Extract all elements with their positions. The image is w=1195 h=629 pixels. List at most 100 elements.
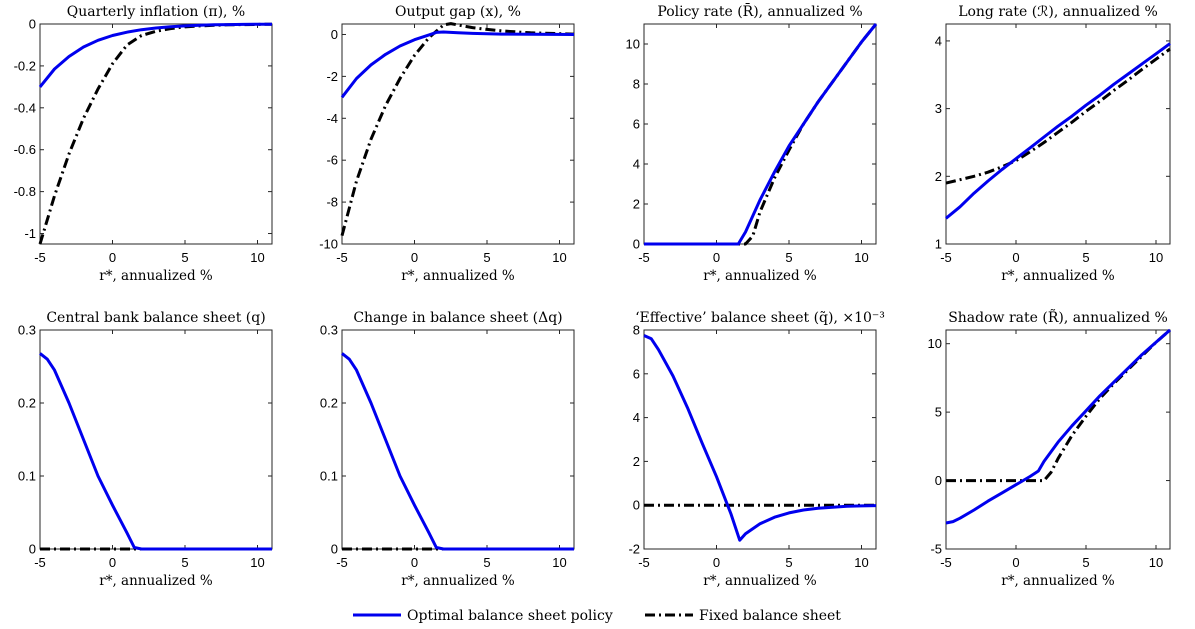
panel-2: Output gap (x), % r*, annualized % -5 0 5 10 0… [319, 4, 575, 284]
x-tick-label: 0 [109, 555, 116, 570]
panel-title: Policy rate (R̄), annualized % [657, 2, 862, 20]
panel-3: Policy rate (R̄), annualized % r*, annual… [626, 2, 878, 284]
y-tick-label: 2 [633, 454, 640, 469]
series-optimal-line [39, 352, 272, 551]
panel-title: Output gap (x), % [395, 4, 521, 20]
y-tick-label: -0.4 [14, 100, 36, 115]
panel-7: ‘Effective’ balance sheet (q̃), ×10⁻³ r*,… [628, 310, 884, 589]
panel-6: Change in balance sheet (Δq) r*, annualiz… [320, 310, 575, 589]
plot-frame [945, 23, 1171, 245]
x-tick-label: -5 [638, 555, 650, 570]
y-tick-label: 10 [626, 37, 640, 52]
x-tick-label: 5 [483, 250, 490, 265]
y-tick-label: 0 [633, 498, 640, 513]
y-tick-label: -0.2 [14, 58, 36, 73]
plot-frame [39, 329, 273, 550]
series-optimal-line [945, 328, 1171, 525]
y-tick-label: 5 [935, 405, 942, 420]
y-tick-label: -1 [24, 226, 36, 241]
y-tick-label: -10 [319, 237, 338, 252]
y-tick-label: 6 [633, 366, 640, 381]
panel-title: Shadow rate (R̃), annualized % [948, 308, 1168, 326]
series-optimal-line [340, 30, 575, 99]
y-tick-label: 0 [331, 542, 338, 557]
y-tick-label: 4 [633, 410, 640, 425]
plot-frame [643, 329, 877, 550]
y-tick-label: 0.1 [18, 469, 36, 484]
series-optimal-line [945, 42, 1171, 220]
x-tick-label: 5 [483, 555, 490, 570]
x-tick-label: 10 [1149, 555, 1163, 570]
plot-frame [945, 329, 1171, 550]
y-tick-label: -4 [326, 111, 338, 126]
y-tick-label: 2 [935, 169, 942, 184]
plot-frame [341, 329, 575, 550]
y-tick-label: -8 [326, 195, 338, 210]
x-axis-label: r*, annualized % [703, 573, 817, 589]
x-axis-label: r*, annualized % [703, 268, 817, 284]
y-tick-label: 6 [633, 117, 640, 132]
y-tick-label: 0.3 [18, 323, 36, 338]
x-tick-label: -5 [940, 555, 952, 570]
y-tick-label: 0.2 [320, 396, 338, 411]
x-axis-label: r*, annualized % [99, 268, 213, 284]
panel-title: Change in balance sheet (Δq) [353, 310, 562, 326]
y-tick-label: 0 [331, 27, 338, 42]
x-tick-label: -5 [336, 555, 348, 570]
x-tick-label: 5 [785, 250, 792, 265]
panel-5: Central bank balance sheet (q) r*, annual… [18, 310, 273, 589]
y-tick-label: 0.1 [320, 469, 338, 484]
plot-frame [39, 23, 273, 245]
x-tick-label: 5 [1082, 555, 1089, 570]
y-tick-label: 4 [935, 33, 942, 48]
legend: Optimal balance sheet policy Fixed balan… [353, 608, 841, 624]
y-tick-label: 0 [29, 542, 36, 557]
series-optimal-line [643, 334, 877, 542]
x-tick-label: 0 [109, 250, 116, 265]
x-tick-label: 10 [250, 555, 264, 570]
x-axis-label: r*, annualized % [1001, 268, 1115, 284]
x-tick-label: 0 [713, 250, 720, 265]
y-tick-label: 0.3 [320, 323, 338, 338]
panel-title: ‘Effective’ balance sheet (q̃), ×10⁻³ [635, 310, 885, 326]
x-tick-label: 0 [411, 250, 418, 265]
panel-title: Central bank balance sheet (q) [46, 310, 265, 326]
y-tick-label: 0 [935, 473, 942, 488]
y-tick-label: 10 [928, 336, 942, 351]
series-fixed-line [946, 328, 1171, 483]
panel-4: Long rate (ℛ), annualized % r*, annualize… [935, 4, 1171, 284]
y-tick-label: -2 [628, 542, 640, 557]
y-tick-label: 0 [633, 237, 640, 252]
y-tick-label: -0.8 [14, 184, 36, 199]
x-tick-label: 10 [1149, 250, 1163, 265]
x-axis-label: r*, annualized % [401, 573, 515, 589]
x-tick-label: 10 [552, 250, 566, 265]
panel-1: Quarterly inflation (π), % r*, annualized… [14, 4, 273, 284]
y-tick-label: 8 [633, 323, 640, 338]
y-tick-label: 3 [935, 101, 942, 116]
series-optimal-line [341, 352, 574, 551]
x-tick-label: 5 [1082, 250, 1089, 265]
x-tick-label: 0 [411, 555, 418, 570]
series-optimal-line [38, 22, 272, 88]
y-tick-label: -0.6 [14, 142, 36, 157]
x-tick-label: 0 [713, 555, 720, 570]
series-fixed-line [340, 22, 575, 236]
x-tick-label: -5 [336, 250, 348, 265]
series-fixed-line [945, 47, 1171, 185]
x-tick-label: 5 [181, 555, 188, 570]
x-axis-label: r*, annualized % [401, 268, 515, 284]
y-tick-label: 2 [633, 197, 640, 212]
x-tick-label: -5 [940, 250, 952, 265]
y-tick-label: 1 [935, 237, 942, 252]
x-tick-label: 5 [181, 250, 188, 265]
x-tick-label: 10 [854, 555, 868, 570]
y-tick-label: 0 [29, 17, 36, 32]
plot-frame [341, 23, 575, 245]
y-tick-label: 4 [633, 157, 640, 172]
panel-title: Quarterly inflation (π), % [67, 4, 245, 20]
x-tick-label: 10 [250, 250, 264, 265]
x-tick-label: 0 [1012, 555, 1019, 570]
y-tick-label: 8 [633, 77, 640, 92]
